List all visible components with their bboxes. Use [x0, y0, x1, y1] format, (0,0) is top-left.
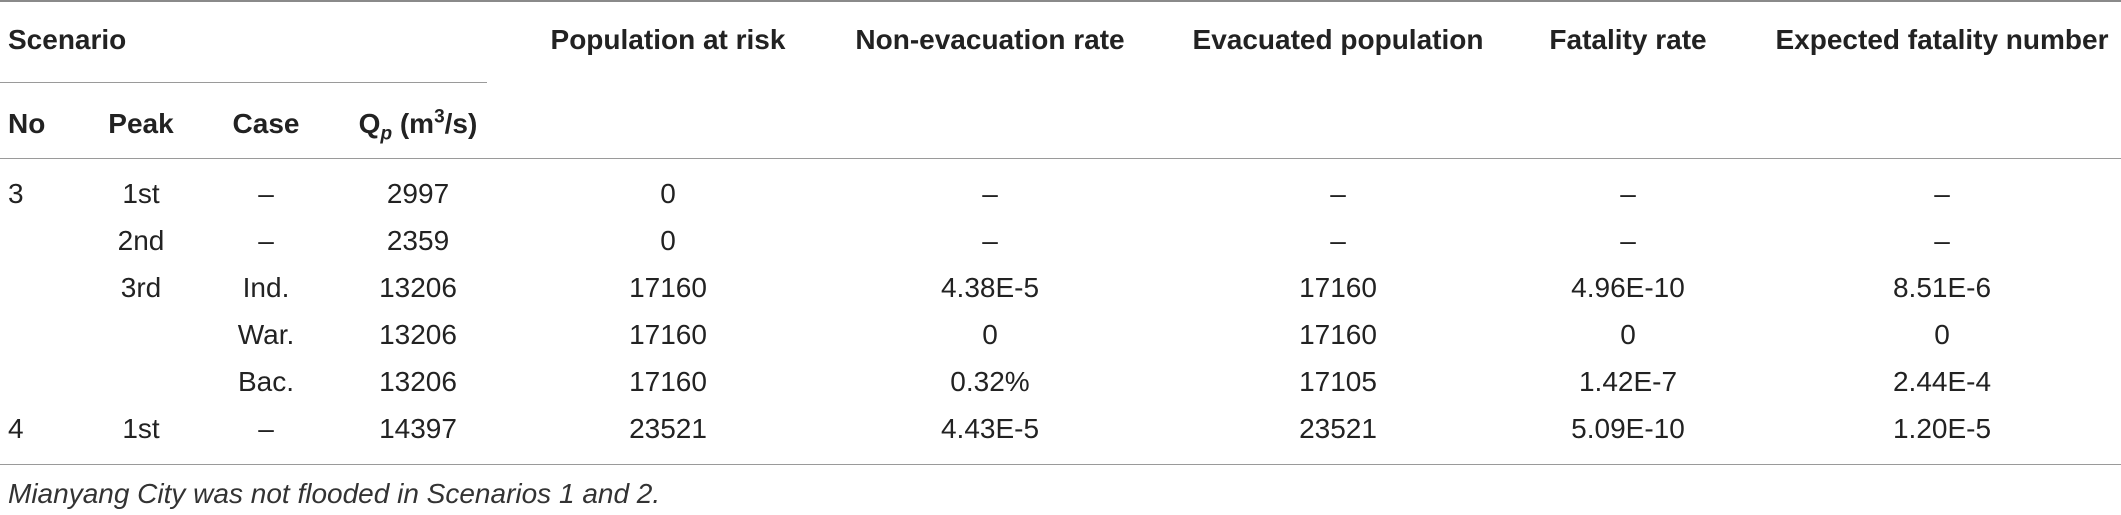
header-non-evacuation-rate: Non-evacuation rate	[855, 24, 1125, 55]
cell-fatality-rate: 4.96E-10	[1571, 272, 1685, 303]
cell-peak: 3rd	[120, 272, 162, 303]
cell-qp: 2359	[386, 225, 450, 256]
cell-evacuated-population: 17105	[1299, 366, 1377, 397]
cell-case: Bac.	[237, 366, 295, 397]
cell-evacuated-population: –	[1330, 225, 1346, 256]
cell-expected-fatality-number: 8.51E-6	[1892, 272, 1992, 303]
cell-expected-fatality-number: –	[1934, 178, 1950, 209]
header-evacuated-population: Evacuated population	[1192, 24, 1484, 55]
cell-population-at-risk: 17160	[629, 366, 707, 397]
header-no: No	[8, 108, 46, 139]
cell-population-at-risk: 17160	[629, 272, 707, 303]
cell-population-at-risk: 17160	[629, 319, 707, 350]
header-qp-unit-pre: (m	[392, 108, 435, 139]
header-scenario: Scenario	[8, 24, 127, 55]
scenario-subheader-rule	[0, 82, 487, 83]
cell-fatality-rate: 5.09E-10	[1571, 413, 1685, 444]
cell-expected-fatality-number: 2.44E-4	[1892, 366, 1992, 397]
cell-no: 3	[8, 178, 24, 209]
cell-case: –	[258, 225, 274, 256]
cell-evacuated-population: –	[1330, 178, 1346, 209]
cell-evacuated-population: 17160	[1299, 272, 1377, 303]
cell-evacuated-population: 17160	[1299, 319, 1377, 350]
cell-population-at-risk: 0	[660, 178, 676, 209]
cell-expected-fatality-number: 0	[1934, 319, 1950, 350]
cell-non-evacuation-rate: 4.43E-5	[940, 413, 1040, 444]
cell-peak: 1st	[122, 178, 160, 209]
cell-no: 4	[8, 413, 24, 444]
cell-case: War.	[237, 319, 295, 350]
header-fatality-rate: Fatality rate	[1549, 24, 1707, 55]
cell-fatality-rate: 1.42E-7	[1578, 366, 1678, 397]
cell-case: Ind.	[242, 272, 290, 303]
header-qp-main: Q	[358, 108, 381, 139]
table-top-rule	[0, 0, 2121, 2]
header-qp: Qp (m3/s)	[358, 106, 478, 144]
cell-population-at-risk: 23521	[629, 413, 707, 444]
table-bottom-rule	[0, 464, 2121, 465]
cell-peak: 1st	[122, 413, 160, 444]
header-qp-unit-sup: 3	[434, 106, 445, 128]
cell-qp: 13206	[379, 319, 457, 350]
header-qp-subscript: p	[380, 123, 393, 145]
cell-qp: 13206	[379, 366, 457, 397]
cell-case: –	[258, 413, 274, 444]
cell-fatality-rate: –	[1620, 178, 1636, 209]
cell-qp: 2997	[386, 178, 450, 209]
header-peak: Peak	[108, 108, 174, 139]
cell-case: –	[258, 178, 274, 209]
cell-qp: 13206	[379, 272, 457, 303]
header-expected-fatality-number: Expected fatality number	[1775, 24, 2109, 55]
cell-population-at-risk: 0	[660, 225, 676, 256]
cell-peak: 2nd	[117, 225, 165, 256]
header-population-at-risk: Population at risk	[550, 24, 786, 55]
cell-evacuated-population: 23521	[1299, 413, 1377, 444]
cell-fatality-rate: 0	[1620, 319, 1636, 350]
cell-expected-fatality-number: 1.20E-5	[1892, 413, 1992, 444]
cell-non-evacuation-rate: –	[982, 178, 998, 209]
header-qp-unit-post: /s)	[444, 108, 478, 139]
cell-non-evacuation-rate: 0.32%	[950, 366, 1030, 397]
cell-non-evacuation-rate: 0	[982, 319, 998, 350]
cell-qp: 14397	[379, 413, 457, 444]
table-footnote: Mianyang City was not flooded in Scenari…	[8, 478, 661, 509]
cell-non-evacuation-rate: 4.38E-5	[940, 272, 1040, 303]
header-bottom-rule	[0, 158, 2121, 159]
cell-expected-fatality-number: –	[1934, 225, 1950, 256]
cell-fatality-rate: –	[1620, 225, 1636, 256]
cell-non-evacuation-rate: –	[982, 225, 998, 256]
header-case: Case	[232, 108, 300, 139]
